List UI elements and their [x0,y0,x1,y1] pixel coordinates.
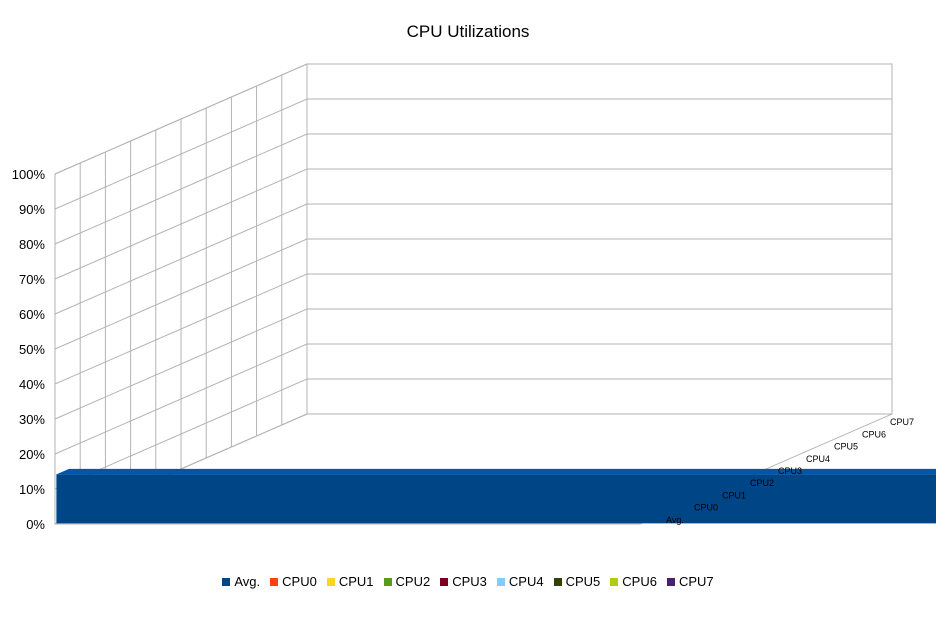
legend-item: CPU6 [610,574,657,589]
legend-item: CPU0 [270,574,317,589]
y-axis-labels: 0% 10% 20% 30% 40% 50% 60% 70% 80% 90% 100% [12,167,46,532]
legend-swatch [270,577,279,586]
legend-label: CPU1 [338,574,374,589]
chart-bars [56,468,936,524]
legend-swatch [666,577,675,586]
legend-item: CPU3 [440,574,487,589]
legend-label: CPU5 [565,574,601,589]
bar-avg-0 [56,468,936,524]
legend-item: CPU5 [553,574,601,589]
legend-swatch [553,577,562,586]
legend: Avg. CPU0 CPU1 CPU2 CPU3 CPU4 CPU5 CPU6 CPU7 [0,574,936,589]
legend-swatch [610,577,619,586]
legend-label: Avg. [234,574,261,589]
series-axis-label: CPU0 [694,503,718,513]
series-axis-label: CPU2 [750,478,774,488]
series-axis-label: CPU5 [834,442,858,452]
y-tick-label: 70% [19,272,45,287]
chart-title: CPU Utilizations [406,22,530,41]
y-tick-label: 90% [19,202,45,217]
legend-label: CPU7 [678,574,714,589]
legend-item: CPU2 [383,574,431,589]
y-tick-label: 50% [19,342,45,357]
y-tick-label: 20% [19,447,45,462]
bar-front [56,474,936,524]
y-tick-label: 0% [26,517,45,532]
y-tick-label: 10% [19,482,45,497]
series-axis-label: CPU1 [722,490,746,500]
y-tick-label: 40% [19,377,45,392]
series-axis-label: CPU7 [890,417,914,427]
legend-label: CPU3 [452,574,487,589]
legend-label: CPU0 [282,574,317,589]
legend-item: CPU7 [666,574,714,589]
legend-item: CPU1 [326,574,374,589]
legend-item: CPU4 [496,574,544,589]
chart-plot: 0%10%20%30%40%50%60%70%80%90%100% Time24… [12,63,936,532]
legend-label: CPU4 [508,574,544,589]
y-tick-label: 80% [19,237,45,252]
legend-swatch [440,577,449,586]
legend-swatch [222,577,231,586]
series-axis-labels: Avg. CPU0 CPU1 CPU2 CPU3 CPU4 CPU5 CPU6 CPU7 [666,417,914,525]
y-tick-label: 100% [12,167,46,182]
legend-label: CPU2 [395,574,431,589]
chart-grid [54,63,892,525]
series-axis-label: CPU4 [806,454,830,464]
legend-label: CPU6 [622,574,657,589]
legend-swatch [496,577,505,586]
series-axis-label: CPU6 [862,429,886,439]
y-tick-label: 60% [19,307,45,322]
series-axis-label: Avg. [666,515,684,525]
y-tick-label: 30% [19,412,45,427]
legend-swatch [383,577,392,586]
legend-item: Avg. [222,574,260,589]
bar-top [56,468,936,475]
legend-swatch [326,577,335,586]
series-axis-label: CPU3 [778,466,802,476]
